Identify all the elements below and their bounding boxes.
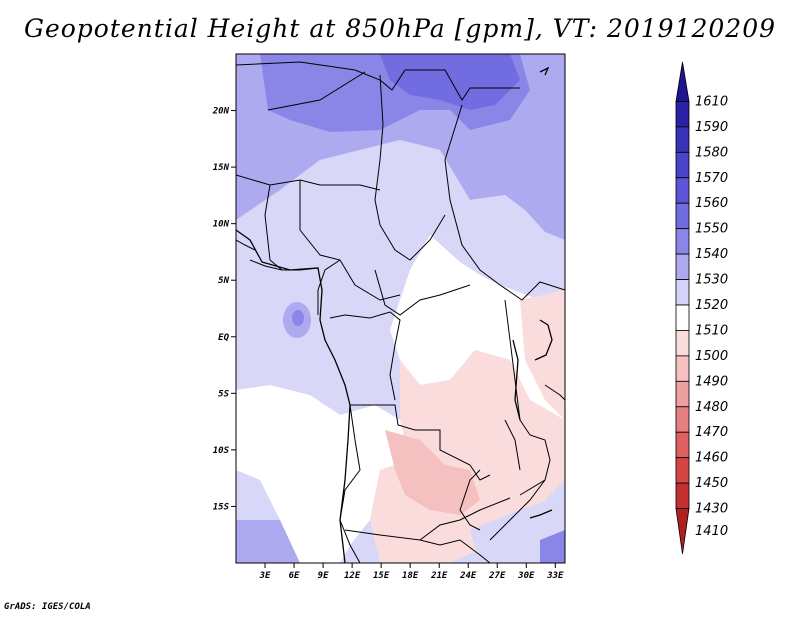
colorbar-swatch bbox=[675, 406, 690, 433]
colorbar-label: 1520 bbox=[695, 298, 728, 313]
colorbar-label: 1430 bbox=[695, 502, 728, 517]
lat-tick-label: 10N bbox=[213, 220, 230, 230]
lon-tick-label: 27E bbox=[488, 571, 506, 581]
colorbar-swatch bbox=[675, 61, 690, 102]
colorbar-swatch bbox=[675, 101, 690, 128]
lon-tick-label: 3E bbox=[259, 571, 271, 581]
colorbar-swatch bbox=[675, 177, 690, 204]
colorbar-label: 1410 bbox=[695, 524, 728, 539]
colorbar-swatch bbox=[675, 253, 690, 280]
colorbar-label: 1610 bbox=[695, 94, 728, 109]
colorbar-label: 1540 bbox=[695, 247, 728, 262]
colorbar-label: 1510 bbox=[695, 323, 728, 338]
colorbar-label: 1530 bbox=[695, 273, 728, 288]
colorbar-swatch bbox=[675, 151, 690, 179]
longitude-axis: 3E 6E 9E 12E 15E 18E 21E 24E 27E 30E 33E bbox=[259, 563, 564, 581]
colorbar-label: 1550 bbox=[695, 222, 728, 237]
lat-tick-label: 15S bbox=[213, 502, 230, 512]
colorbar-label: 1590 bbox=[695, 120, 728, 135]
lat-tick-label: 5N bbox=[218, 276, 229, 286]
colorbar-label: 1470 bbox=[695, 425, 728, 440]
colorbar-label: 1560 bbox=[695, 196, 728, 211]
colorbar-swatch bbox=[675, 330, 690, 357]
colorbar-label: 1580 bbox=[695, 145, 728, 160]
colorbar-label: 1570 bbox=[695, 171, 728, 186]
lon-tick-label: 18E bbox=[402, 571, 419, 581]
colorbar-swatch bbox=[675, 126, 690, 153]
colorbar-swatch bbox=[675, 431, 690, 459]
colorbar-label: 1460 bbox=[695, 451, 728, 466]
latitude-axis: 20N 15N 10N 5N EQ 5S 10S 15S bbox=[212, 107, 236, 512]
lon-tick-label: 24E bbox=[459, 571, 477, 581]
lat-tick-label: EQ bbox=[218, 333, 229, 343]
lat-tick-label: 20N bbox=[212, 107, 230, 117]
lon-tick-label: 15E bbox=[373, 571, 390, 581]
colorbar-swatch bbox=[675, 228, 690, 255]
lon-tick-label: 21E bbox=[430, 571, 448, 581]
map-frame bbox=[235, 53, 566, 564]
colorbar-swatch bbox=[675, 355, 690, 382]
lat-tick-label: 5S bbox=[218, 389, 229, 399]
height-field bbox=[236, 54, 565, 563]
colorbar-swatch bbox=[675, 380, 690, 408]
colorbar-label: 1450 bbox=[695, 476, 728, 491]
lon-tick-label: 30E bbox=[517, 571, 535, 581]
colorbar-swatch bbox=[675, 508, 690, 555]
colorbar-label: 1480 bbox=[695, 400, 728, 415]
colorbar-swatch bbox=[675, 482, 690, 509]
grads-credit: GrADS: IGES/COLA bbox=[4, 602, 91, 612]
map-title: Geopotential Height at 850hPa [gpm], VT:… bbox=[23, 14, 777, 43]
colorbar-swatch bbox=[675, 304, 690, 331]
lon-tick-label: 12E bbox=[344, 571, 361, 581]
colorbar-label: 1490 bbox=[695, 374, 728, 389]
lat-tick-label: 10S bbox=[213, 446, 230, 456]
colorbar: 1610 1590 1580 1570 1560 1550 1540 1530 1520 1510… bbox=[675, 61, 728, 555]
lon-tick-label: 33E bbox=[546, 571, 564, 581]
coastline bbox=[236, 66, 553, 563]
lon-tick-label: 6E bbox=[289, 571, 300, 581]
colorbar-swatch bbox=[675, 457, 690, 484]
colorbar-label: 1500 bbox=[695, 349, 728, 364]
lat-tick-label: 15N bbox=[213, 163, 230, 173]
lon-tick-label: 9E bbox=[318, 571, 329, 581]
colorbar-swatch bbox=[675, 279, 690, 306]
colorbar-swatch bbox=[675, 202, 690, 230]
